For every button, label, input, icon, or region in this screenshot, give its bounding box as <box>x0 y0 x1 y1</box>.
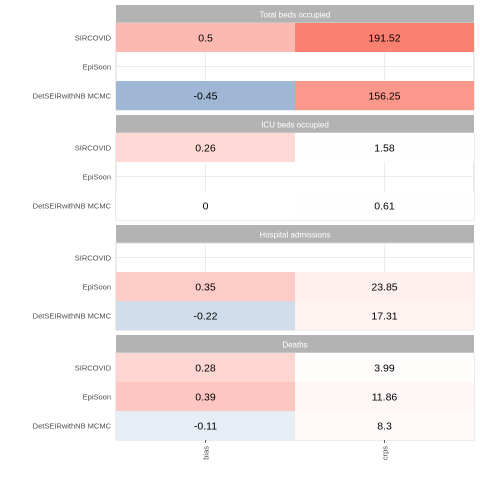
heatmap-cell <box>116 301 295 330</box>
heatmap-cell <box>295 382 474 411</box>
row-label: EpiSoon <box>83 283 111 292</box>
row-label: EpiSoon <box>83 393 111 402</box>
cell-value-label: 0.39 <box>195 392 216 404</box>
cell-value-label: -0.11 <box>194 421 217 433</box>
heatmap-cell <box>295 23 474 52</box>
heatmap-cell <box>116 133 295 162</box>
cell-value-label: 3.99 <box>374 363 395 375</box>
heatmap-cell <box>116 191 295 220</box>
row-label: SIRCOVID <box>75 364 112 373</box>
heatmap-cell <box>116 81 295 110</box>
heatmap-cell <box>116 23 295 52</box>
panel-title: Total beds occupied <box>260 11 331 20</box>
heatmap-cell <box>295 81 474 110</box>
row-label: DetSEIRwithNB MCMC <box>33 92 112 101</box>
row-label: EpiSoon <box>83 173 111 182</box>
cell-value-label: 8.3 <box>377 421 392 433</box>
heatmap-cell <box>295 272 474 301</box>
cell-value-label: 17.31 <box>371 311 397 323</box>
heatmap-cell <box>116 353 295 382</box>
heatmap-cell <box>116 382 295 411</box>
cell-value-label: 11.86 <box>372 392 398 404</box>
row-label: DetSEIRwithNB MCMC <box>33 422 112 431</box>
heatmap-cell <box>295 301 474 330</box>
row-label: SIRCOVID <box>75 144 112 153</box>
row-label: DetSEIRwithNB MCMC <box>33 312 112 321</box>
panel-title: ICU beds occupied <box>261 121 329 130</box>
cell-value-label: 0.5 <box>198 33 213 45</box>
panel-strip <box>116 225 474 243</box>
cell-value-label: 1.58 <box>374 143 395 155</box>
heatmap-cell <box>295 353 474 382</box>
panel-strip <box>116 335 474 353</box>
panel-title: Hospital admissions <box>259 231 330 240</box>
heatmap-cell <box>295 191 474 220</box>
heatmap-cell <box>295 411 474 440</box>
row-label: SIRCOVID <box>75 34 112 43</box>
panel-strip <box>116 5 474 23</box>
cell-value-label: 0 <box>203 201 209 213</box>
cell-value-label: 156.25 <box>368 91 400 103</box>
cell-value-label: 0.28 <box>195 363 216 375</box>
panel-title: Deaths <box>282 341 307 350</box>
cell-value-label: 0.26 <box>195 143 216 155</box>
x-tick-label: bias <box>202 446 211 460</box>
x-tick-label: crps <box>381 446 390 460</box>
cell-value-label: 191.52 <box>368 33 400 45</box>
panel-strip <box>116 115 474 133</box>
cell-value-label: 0.61 <box>374 201 395 213</box>
cell-value-label: 23.85 <box>371 282 397 294</box>
heatmap-cell <box>295 133 474 162</box>
cell-value-label: 0.35 <box>195 282 216 294</box>
row-label: EpiSoon <box>83 63 111 72</box>
row-label: DetSEIRwithNB MCMC <box>33 202 112 211</box>
cell-value-label: -0.22 <box>194 311 218 323</box>
cell-value-label: -0.45 <box>194 91 218 103</box>
heatmap-cell <box>116 411 295 440</box>
row-label: SIRCOVID <box>75 254 112 263</box>
heatmap-cell <box>116 272 295 301</box>
